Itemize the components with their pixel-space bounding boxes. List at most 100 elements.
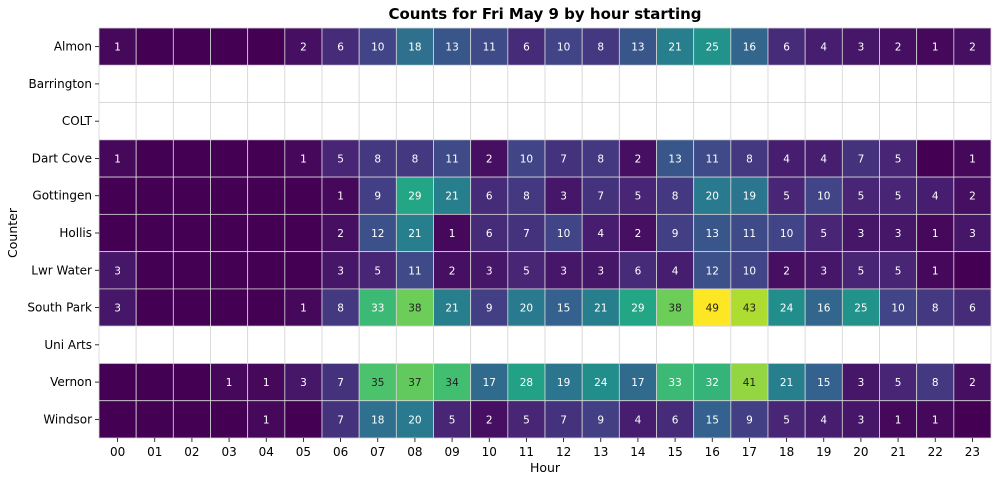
cell-value-label: 3 xyxy=(300,377,307,389)
heatmap-cell xyxy=(135,363,174,402)
cell-value-label: 2 xyxy=(969,191,976,203)
heatmap-grid: 1 2 6 10 18 13 11 6 10 8 13 21 25 16 6 4 3 2 1 21 1 5 8 8 11 2 10 7… xyxy=(98,27,992,439)
heatmap-cell xyxy=(916,139,955,178)
heatmap-cell xyxy=(98,400,137,439)
cell-value-label: 8 xyxy=(932,377,939,389)
heatmap-cell xyxy=(247,363,286,402)
cell-value-label: 10 xyxy=(520,153,533,165)
cell-value-label: 5 xyxy=(374,265,381,277)
cell-value-label: 21 xyxy=(780,377,793,389)
heatmap-cell xyxy=(247,325,286,364)
cell-value-label: 43 xyxy=(743,303,756,315)
heatmap-cell xyxy=(433,213,472,253)
cell-value-label: 5 xyxy=(895,265,902,277)
cell-value-label: 21 xyxy=(445,303,458,315)
y-tick-label: Windsor xyxy=(43,412,92,426)
heatmap-cell xyxy=(247,27,286,66)
x-tick-label: 08 xyxy=(407,445,422,459)
cell-value-label: 21 xyxy=(668,42,681,54)
heatmap-cell xyxy=(730,251,769,290)
cell-value-label: 8 xyxy=(374,153,381,165)
cell-value-label: 38 xyxy=(408,303,421,315)
cell-value-label: 10 xyxy=(817,191,830,203)
heatmap-cell xyxy=(172,363,211,402)
heatmap-cell xyxy=(321,102,360,141)
heatmap-cell xyxy=(98,64,137,103)
heatmap-cell xyxy=(98,251,137,290)
heatmap-cell xyxy=(135,213,174,253)
heatmap-cell xyxy=(693,176,732,215)
heatmap-cell xyxy=(247,213,286,253)
heatmap-cell xyxy=(395,64,434,103)
cell-value-label: 4 xyxy=(597,228,604,240)
heatmap-cell xyxy=(953,363,992,402)
heatmap-cell xyxy=(135,400,174,439)
cell-value-label: 3 xyxy=(969,228,976,240)
heatmap-cell xyxy=(321,176,360,215)
cell-value-label: 3 xyxy=(597,265,604,277)
heatmap-cell xyxy=(507,325,546,364)
cell-value-label: 29 xyxy=(631,303,644,315)
heatmap-cell xyxy=(247,139,286,178)
cell-value-label: 21 xyxy=(408,228,421,240)
heatmap-cell xyxy=(172,102,211,141)
x-tick-label: 05 xyxy=(296,445,311,459)
heatmap-cell xyxy=(98,139,137,178)
heatmap-cell xyxy=(767,363,806,402)
heatmap-cell xyxy=(544,64,583,103)
y-axis-ticks: Almon Barrington COLT Dart Cove Gottingen Hol… xyxy=(27,40,99,426)
cell-value-label: 2 xyxy=(895,42,902,54)
cell-value-label: 7 xyxy=(597,191,604,203)
cell-value-label: 1 xyxy=(932,265,939,277)
heatmap-cell xyxy=(841,288,880,327)
cell-value-label: 15 xyxy=(706,414,719,426)
cell-value-label: 3 xyxy=(895,228,902,240)
heatmap-cell xyxy=(395,325,434,364)
cell-value-label: 8 xyxy=(672,191,679,203)
cell-value-label: 3 xyxy=(858,414,865,426)
cell-value-label: 5 xyxy=(858,265,865,277)
x-tick-label: 19 xyxy=(816,445,831,459)
heatmap-cell xyxy=(656,27,695,66)
heatmap-cell xyxy=(98,213,137,253)
cell-value-label: 8 xyxy=(597,42,604,54)
heatmap-cell xyxy=(395,102,434,141)
cell-value-label: 10 xyxy=(780,228,793,240)
y-tick-label: Hollis xyxy=(59,226,92,240)
cell-value-label: 25 xyxy=(854,303,867,315)
heatmap-cell xyxy=(507,64,546,103)
heatmap-cell xyxy=(730,325,769,364)
heatmap-cell xyxy=(693,363,732,402)
x-tick-label: 23 xyxy=(965,445,980,459)
heatmap-cell xyxy=(321,251,360,290)
cell-value-label: 20 xyxy=(408,414,421,426)
heatmap-cell xyxy=(210,27,249,66)
cell-value-label: 2 xyxy=(969,377,976,389)
heatmap-cell xyxy=(470,251,509,290)
heatmap-cell xyxy=(284,288,323,327)
heatmap-cell xyxy=(284,102,323,141)
heatmap-cell xyxy=(98,325,137,364)
heatmap-cell xyxy=(433,400,472,439)
cell-value-label: 6 xyxy=(523,42,530,54)
cell-value-label: 33 xyxy=(371,303,384,315)
heatmap-cell xyxy=(581,363,620,402)
cell-value-label: 5 xyxy=(895,377,902,389)
heatmap-cell xyxy=(247,102,286,141)
heatmap-cell xyxy=(841,251,880,290)
cell-value-label: 3 xyxy=(560,191,567,203)
cell-value-label: 5 xyxy=(783,414,790,426)
x-axis-ticks: 00 01 02 03 04 05 06 07 08 09 10 11 12 13 14 15 16 17 18 19… xyxy=(110,438,980,459)
heatmap-cell xyxy=(135,251,174,290)
heatmap-cell xyxy=(544,363,583,402)
x-tick-label: 10 xyxy=(482,445,497,459)
heatmap-cell xyxy=(916,176,955,215)
heatmap-cell xyxy=(656,213,695,253)
x-tick-label: 01 xyxy=(147,445,162,459)
cell-value-label: 10 xyxy=(557,42,570,54)
y-tick-label: Gottingen xyxy=(32,189,92,203)
x-tick-label: 07 xyxy=(370,445,385,459)
heatmap-cell xyxy=(879,400,918,439)
cell-value-label: 2 xyxy=(486,153,493,165)
cell-value-label: 6 xyxy=(337,42,344,54)
